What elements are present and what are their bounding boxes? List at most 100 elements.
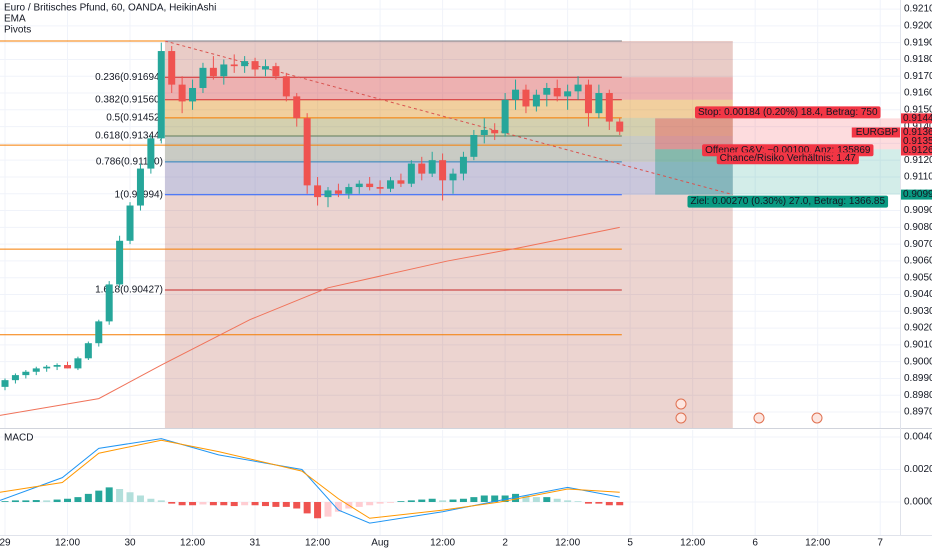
macd-bar	[74, 497, 82, 503]
macd-bar	[209, 502, 217, 506]
candle-body	[189, 87, 197, 102]
x-tick-label: 12:00	[680, 538, 705, 549]
fib-label: 1.618(0.90427)	[95, 285, 163, 296]
candle-body	[1, 380, 9, 387]
candle-body	[261, 66, 269, 70]
price-badge-label: 0.91449	[903, 113, 932, 124]
candle-body	[355, 183, 363, 188]
macd-bar	[261, 502, 269, 507]
macd-bar	[428, 498, 436, 503]
x-tick-label: 2	[502, 538, 508, 549]
position-label-box	[694, 106, 881, 119]
candle-body	[459, 156, 467, 174]
candle-body	[251, 61, 259, 70]
price-badge	[901, 136, 932, 147]
stop-zone	[655, 118, 733, 150]
y-tick-label: 0.00000	[904, 497, 932, 508]
trendline	[164, 40, 733, 196]
macd-bar	[522, 495, 530, 503]
candle-body	[324, 190, 332, 198]
macd-bar	[397, 501, 405, 503]
x-tick-label: 12:00	[55, 538, 80, 549]
macd-bar	[314, 502, 322, 519]
x-tick-label: 5	[627, 538, 633, 549]
macd-bar	[189, 502, 197, 506]
fib-label: 0.382(0.91560)	[95, 94, 163, 105]
candle-body	[605, 93, 613, 122]
macd-bar	[470, 497, 478, 503]
candle-body	[366, 183, 374, 188]
candle-body	[397, 180, 405, 184]
candle-body	[168, 51, 176, 85]
macd-bar	[53, 499, 61, 503]
macd-bar	[334, 502, 342, 512]
candle-body	[147, 138, 155, 169]
macd-bar	[105, 487, 113, 503]
macd-bar	[407, 500, 415, 503]
candle-body	[74, 358, 82, 369]
event-marker[interactable]	[675, 412, 687, 424]
macd-bar	[293, 502, 301, 509]
fib-label: 0.618(0.91344)	[95, 131, 163, 142]
candle-body	[595, 93, 603, 114]
candle-body	[616, 121, 624, 132]
candle-body	[439, 160, 447, 181]
candle-body	[116, 240, 124, 285]
candle-body	[220, 64, 228, 77]
candle-body	[293, 96, 301, 119]
price-badge-label: 0.90995	[903, 189, 932, 200]
macd-bar	[272, 502, 280, 507]
event-marker[interactable]	[753, 412, 765, 424]
macd-bar	[157, 500, 165, 503]
macd-bar	[355, 502, 363, 507]
candle-body	[282, 76, 290, 97]
macd-bar	[574, 501, 582, 503]
macd-bar	[564, 500, 572, 503]
macd-bar	[64, 498, 72, 503]
ema-line	[0, 226, 620, 416]
macd-bar	[178, 502, 186, 506]
x-tick-label: 12:00	[555, 538, 580, 549]
x-tick-label: 12:00	[305, 538, 330, 549]
macd-bar	[480, 495, 488, 503]
price-badge-label: 0.91365	[903, 127, 932, 138]
event-marker[interactable]	[811, 412, 823, 424]
candle-body	[543, 87, 551, 95]
macd-bar	[126, 492, 134, 503]
candle-body	[553, 87, 561, 97]
position-label: Ziel: 0.00270 (0.30%) 27.0, Betrag: 1366…	[690, 196, 885, 207]
range-rect	[164, 40, 733, 429]
macd-bar	[439, 500, 447, 503]
macd-bar	[22, 500, 30, 503]
candle-body	[334, 190, 342, 194]
macd-bar	[43, 500, 51, 503]
fib-band	[164, 40, 733, 78]
symbol-tag-box	[851, 127, 900, 138]
price-badge-label: 0.91265	[903, 145, 932, 156]
candle-body	[387, 180, 395, 189]
candle-body	[303, 118, 311, 186]
macd-bar	[512, 493, 520, 503]
macd-bar	[230, 502, 238, 507]
indicator-label: EMA	[4, 14, 26, 25]
macd-bar	[366, 502, 374, 506]
macd-bar	[543, 497, 551, 503]
macd-bar	[449, 499, 457, 503]
candle-body	[241, 61, 249, 67]
event-marker[interactable]	[675, 398, 687, 410]
fib-band	[164, 117, 733, 137]
macd-bar	[418, 499, 426, 503]
